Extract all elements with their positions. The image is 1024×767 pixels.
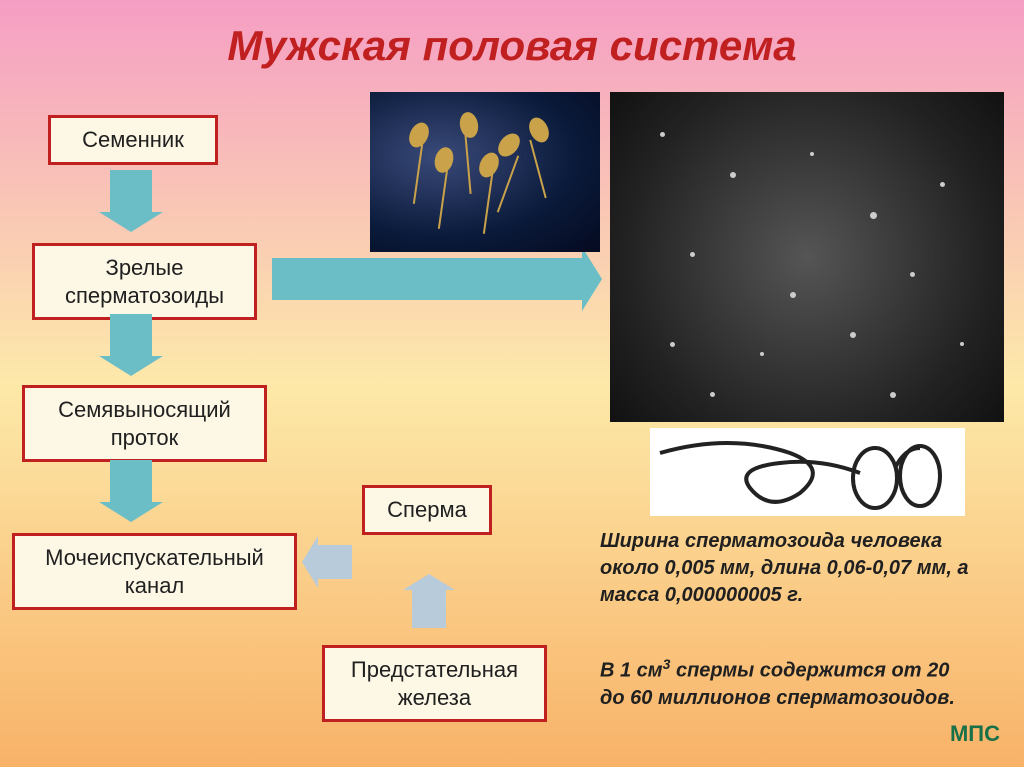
fact1-width: 0,005 мм bbox=[665, 557, 750, 579]
mps-label: МПС bbox=[950, 721, 1000, 747]
fact-sperm-size: Ширина сперматозоида человека около 0,00… bbox=[600, 528, 980, 609]
fact-sperm-count: В 1 см3 спермы содержится от 20 до 60 ми… bbox=[600, 655, 960, 712]
box-prostate: Предстательнаяжелеза bbox=[322, 645, 547, 722]
box-sperm-cells: Зрелыесперматозоиды bbox=[32, 243, 257, 320]
box-sperm-fluid: Сперма bbox=[362, 485, 492, 535]
fact2-part3: сперматозоидов. bbox=[771, 687, 955, 709]
fact2-part1: В 1 см bbox=[600, 660, 663, 682]
arrow-up-prostate bbox=[412, 590, 446, 628]
sperm-gold-image bbox=[370, 92, 600, 252]
box-vas-deferens: Семявыносящийпроток bbox=[22, 385, 267, 462]
page-title: Мужская половая система bbox=[0, 0, 1024, 70]
fact2-part2: спермы содержится от bbox=[670, 660, 927, 682]
arrow-right-micro bbox=[272, 258, 582, 300]
box-urethra: Мочеиспускательныйканал bbox=[12, 533, 297, 610]
box-testis: Семенник bbox=[48, 115, 218, 165]
fact1-mass: 0,000000005 г. bbox=[665, 584, 803, 606]
arrow-3 bbox=[110, 460, 152, 504]
fact1-part2: , длина bbox=[750, 557, 827, 579]
sperm-loop-image bbox=[650, 428, 965, 516]
arrow-1 bbox=[110, 170, 152, 214]
arrow-2 bbox=[110, 314, 152, 358]
fact1-length: 0,06-0,07 мм bbox=[827, 557, 947, 579]
sperm-microscope-image bbox=[610, 92, 1004, 422]
arrow-left-sperm bbox=[318, 545, 352, 579]
